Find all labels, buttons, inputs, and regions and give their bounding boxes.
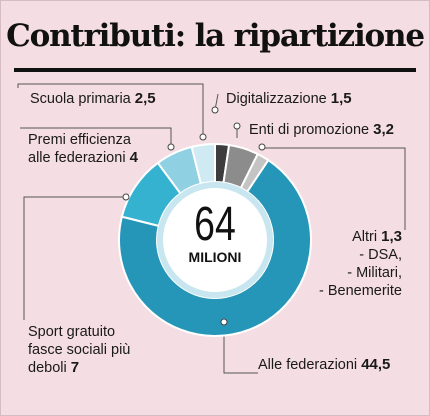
- label-value: 2,5: [134, 90, 156, 107]
- center-unit: MILIONI: [189, 249, 242, 265]
- label-value: 7: [70, 359, 80, 376]
- label-line: Premi efficienza: [28, 132, 131, 148]
- label-text: Scuola primaria: [30, 91, 131, 107]
- leader-scuola-primaria: [17, 83, 204, 137]
- label-value: 1,3: [381, 228, 402, 245]
- label-value: 44,5: [361, 356, 391, 373]
- dot-sport-gratuito-fasce-sociali-piu-deboli: [122, 193, 130, 201]
- label-subitem: - Militari,: [347, 265, 402, 281]
- label-sport-gratuito: Sport gratuito fasce sociali più deboli …: [28, 323, 130, 377]
- label-line: fasce sociali più: [28, 342, 131, 358]
- title-rule: [14, 68, 416, 72]
- label-altri: Altri 1,3 - DSA, - Militari, - Benemerit…: [300, 228, 402, 300]
- dot-premi-efficienza-alle-federazioni: [167, 143, 175, 151]
- chart-title: Contributi: la ripartizione: [6, 18, 425, 54]
- dot-scuola-primaria: [199, 133, 207, 141]
- dot-altri: [258, 143, 266, 151]
- label-line: alle federazioni: [28, 150, 126, 166]
- dot-digitalizzazione: [211, 106, 219, 114]
- label-alle-federazioni: Alle federazioni 44,5: [258, 356, 390, 374]
- label-value: 1,5: [330, 90, 352, 107]
- leader-sport-gratuito-fasce-sociali-piu-deboli: [23, 196, 126, 320]
- dot-enti-di-promozione: [233, 122, 241, 130]
- leader-lines: [17, 83, 406, 374]
- label-text: Altri: [352, 229, 378, 245]
- center-value: 64: [194, 198, 236, 252]
- dot-alle-federazioni: [220, 318, 228, 326]
- label-scuola-primaria: Scuola primaria 2,5: [30, 90, 156, 108]
- label-text: Enti di promozione: [249, 122, 370, 138]
- label-line: Sport gratuito: [28, 324, 116, 340]
- label-digitalizzazione: Digitalizzazione 1,5: [226, 90, 352, 108]
- leader-alle-federazioni: [223, 322, 258, 374]
- label-text: Alle federazioni: [258, 357, 358, 373]
- label-subitem: - DSA,: [359, 247, 402, 263]
- center-disc: [163, 188, 267, 292]
- label-premi-efficienza: Premi efficienza alle federazioni 4: [28, 131, 138, 167]
- label-line: deboli: [28, 360, 67, 376]
- label-value: 4: [129, 149, 138, 166]
- label-enti-promozione: Enti di promozione 3,2: [249, 121, 394, 139]
- leader-dots: [122, 106, 266, 326]
- label-subitem: - Benemerite: [318, 283, 402, 299]
- label-value: 3,2: [373, 121, 394, 138]
- leader-premi-efficienza-alle-federazioni: [20, 127, 172, 147]
- label-text: Digitalizzazione: [226, 91, 327, 107]
